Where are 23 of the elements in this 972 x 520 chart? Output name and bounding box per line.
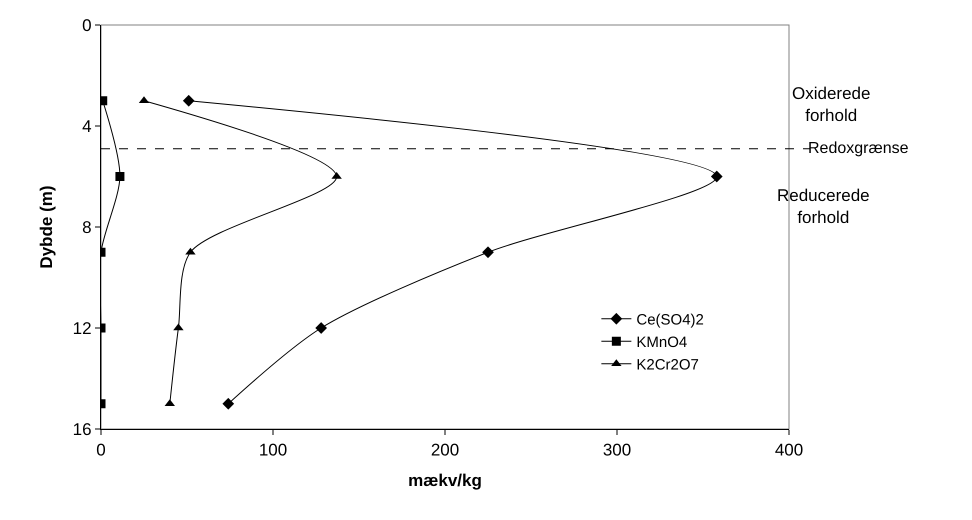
- y-tick-label: 16: [72, 420, 92, 439]
- x-tick-label: 0: [96, 440, 106, 460]
- annotation: Reducerede forhold: [777, 186, 870, 228]
- y-tick-label: 4: [82, 116, 92, 136]
- point: [315, 322, 328, 334]
- x-axis-title: mækv/kg: [408, 470, 482, 490]
- legend-label: Ce(SO4)2: [636, 312, 704, 329]
- y-tick-label: 8: [82, 218, 92, 237]
- point: [182, 94, 195, 107]
- ref-line-label: Redoxgrænse: [808, 140, 909, 157]
- point: [710, 170, 723, 182]
- x-tick-label: 100: [258, 440, 288, 460]
- x-tick-label: 200: [430, 440, 460, 460]
- y-tick-label: 12: [72, 318, 92, 338]
- y-axis-title: Dybde (m): [37, 185, 56, 269]
- point: [222, 398, 234, 410]
- y-tick-label: 0: [82, 16, 92, 35]
- legend-label: KMnO4: [636, 334, 688, 352]
- x-tick-label: 300: [602, 440, 632, 460]
- legend-label: K2Cr2O7: [636, 356, 699, 374]
- point: [482, 246, 494, 258]
- text: Oxiderede forhold: [792, 84, 870, 126]
- x-tick-label: 400: [774, 440, 804, 460]
